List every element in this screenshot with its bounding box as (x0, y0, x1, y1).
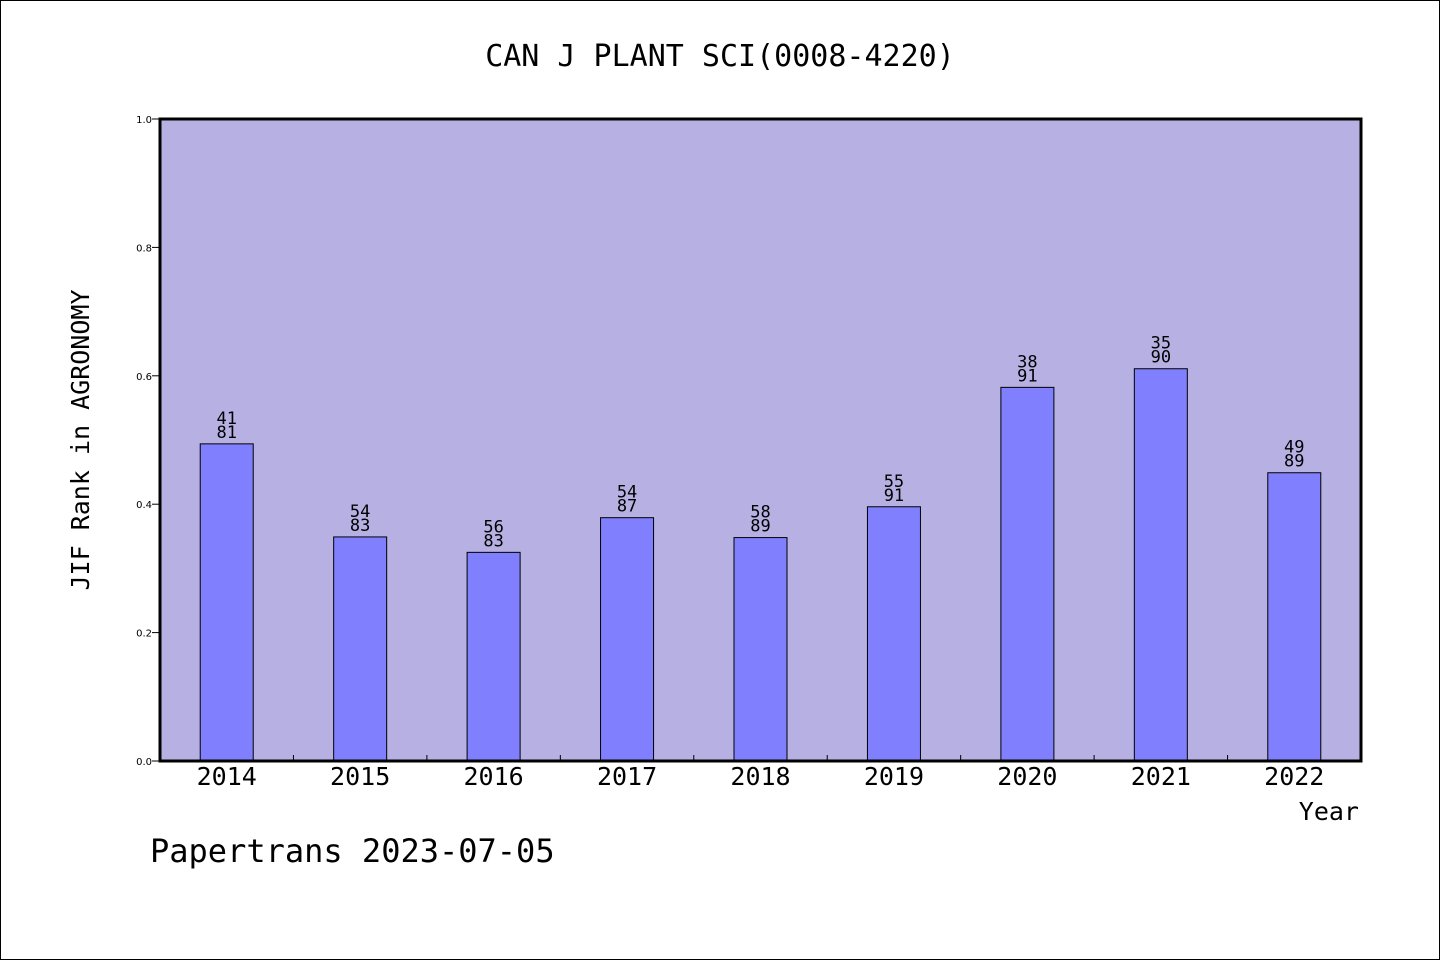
x-axis-label: Year (1299, 797, 1359, 826)
bar-2021 (1133, 368, 1188, 762)
y-axis-ticks: 0.0 0.2 0.4 0.6 0.8 1.0 (136, 115, 160, 768)
y-tick-label: 1.0 (136, 115, 152, 126)
y-tick-label: 0.2 (136, 629, 152, 640)
bar-total-label: 91 (1017, 366, 1037, 386)
bar-2015 (333, 536, 388, 762)
bar-2020 (1000, 386, 1055, 762)
y-tick-label: 0.6 (136, 372, 152, 383)
y-axis-label: JIF Rank in AGRONOMY (66, 289, 95, 590)
plot-border (158, 117, 1363, 763)
x-tick-label: 2019 (864, 762, 924, 791)
bar-total-label: 89 (1284, 452, 1304, 472)
bar-total-label: 91 (884, 486, 904, 506)
x-tick-label: 2020 (997, 762, 1057, 791)
bar-rank-label: 55 (884, 472, 904, 492)
x-tick-label: 2015 (330, 762, 390, 791)
bar-2019 (866, 506, 921, 762)
bar-rank-label: 58 (750, 503, 770, 523)
bar-rank-label: 41 (216, 409, 236, 429)
bar-rank-label: 54 (350, 502, 370, 522)
bar-total-label: 81 (216, 423, 236, 443)
x-tick-label: 2021 (1131, 762, 1191, 791)
y-tick-label: 0.4 (136, 500, 152, 511)
bar-rank-label: 49 (1284, 438, 1304, 458)
y-tick-label: 0.8 (136, 243, 152, 254)
bar-2017 (600, 517, 655, 762)
footer-credit: Papertrans 2023-07-05 (150, 832, 555, 870)
bar-2022 (1267, 472, 1322, 762)
bar-total-label: 83 (483, 531, 503, 551)
bar-2016 (466, 551, 521, 762)
bar-rank-label: 38 (1017, 352, 1037, 372)
bar-total-label: 87 (617, 497, 637, 517)
bar-total-label: 90 (1151, 348, 1171, 368)
x-tick-label: 2014 (197, 762, 257, 791)
bar-rank-label: 35 (1151, 334, 1171, 354)
bar-2014 (199, 443, 254, 762)
x-axis-ticks: 2014 2015 2016 2017 2018 2019 2020 2021 2022 (197, 755, 1324, 791)
x-tick-label: 2016 (464, 762, 524, 791)
x-tick-label: 2022 (1264, 762, 1324, 791)
bar-total-label: 83 (350, 516, 370, 536)
bar-total-label: 89 (750, 517, 770, 537)
bar-2018 (733, 537, 788, 762)
y-tick-label: 0.0 (136, 757, 152, 768)
bar-rank-label: 56 (483, 517, 503, 537)
x-tick-label: 2017 (597, 762, 657, 791)
x-tick-label: 2018 (730, 762, 790, 791)
bars (199, 368, 1322, 762)
chart-title: CAN J PLANT SCI(0008-4220) (485, 39, 955, 74)
bar-rank-label: 54 (617, 483, 637, 503)
